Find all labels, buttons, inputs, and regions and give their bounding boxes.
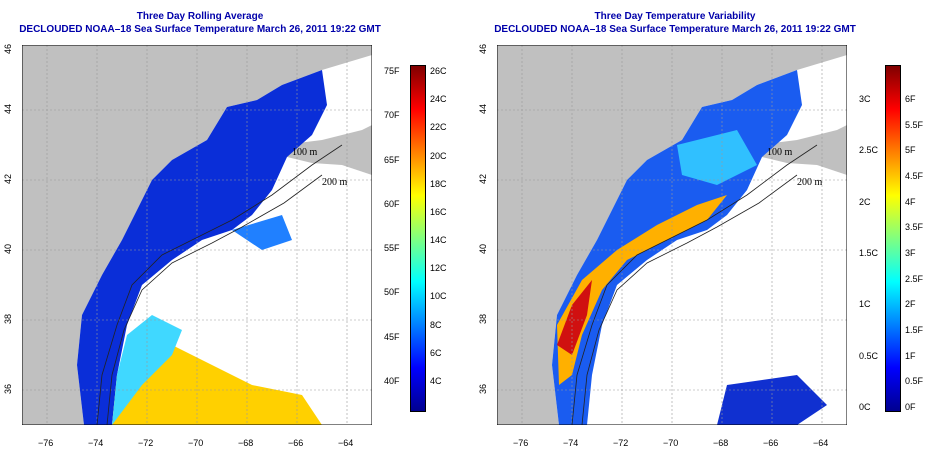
colorbar-tick-label: 6F (905, 94, 916, 104)
lon-tick: −66 (288, 438, 304, 448)
panel-subtitle: DECLOUDED NOAA–18 Sea Surface Temperatur… (494, 24, 856, 35)
land-mass (22, 45, 372, 425)
colorbar-tick-label: 65F (384, 154, 400, 165)
colorbar-tick-label: 22C (430, 122, 447, 133)
colorbar-tick-label: 5.5F (905, 119, 924, 130)
colorbar-tick-label: 1F (905, 350, 916, 361)
warm-gulf-region (112, 345, 322, 425)
high-variability-band (557, 195, 727, 385)
colorbar-tick-label: 20C (430, 150, 447, 161)
colorbar-tick-label: 0F (905, 402, 916, 412)
colorbar-tick-label: 40F (384, 376, 400, 386)
contour-label-100m: 100 m (292, 147, 318, 158)
lon-tick: −72 (138, 438, 154, 448)
contour-label-200m: 200 m (322, 177, 348, 188)
lat-tick: 38 (478, 313, 489, 325)
lon-tick: −68 (238, 438, 254, 448)
lon-tick: −68 (713, 438, 729, 448)
land-mass (497, 45, 847, 425)
nova-scotia (757, 125, 847, 175)
lon-tick: −76 (38, 438, 54, 448)
offshore-patch (717, 375, 827, 425)
lon-tick: −70 (663, 438, 679, 448)
lon-tick: −64 (338, 438, 354, 448)
nova-scotia (282, 125, 372, 175)
colorbar-tick-label: 16C (430, 206, 447, 217)
lon-tick: −64 (813, 438, 829, 448)
colorbar-tick-label: 45F (384, 331, 400, 342)
panel-subtitle: DECLOUDED NOAA–18 Sea Surface Temperatur… (19, 24, 381, 35)
colorbar-tick-label: 12C (430, 263, 447, 274)
lon-tick: −72 (613, 438, 629, 448)
lat-tick: 40 (3, 243, 14, 255)
colorbar-tick-label: 0.5F (905, 376, 924, 387)
lon-tick: −76 (513, 438, 529, 448)
colorbar-tick-label: 75F (384, 66, 400, 76)
colorbar-tick-label: 2.5C (859, 145, 879, 156)
colorbar-tick-label: 4.5F (905, 171, 924, 181)
colorbar-tick-label: 8C (430, 319, 442, 330)
sst-average-panel: Three Day Rolling Average DECLOUDED NOAA… (3, 11, 447, 448)
panel-title: Three Day Temperature Variability (594, 11, 756, 22)
slope-water-patch (232, 215, 292, 250)
lat-tick: 40 (478, 243, 489, 255)
lat-tick: 44 (3, 103, 14, 115)
contour-label-200m: 200 m (797, 177, 823, 188)
panel-title: Three Day Rolling Average (136, 11, 264, 22)
colorbar-tick-label: 2.5F (905, 273, 924, 284)
colorbar-tick-label: 10C (430, 291, 447, 302)
colorbar-tick-label: 3F (905, 248, 916, 258)
colorbar-tick-label: 26C (430, 66, 447, 76)
lat-tick: 44 (478, 103, 489, 115)
sst-variability-panel: Three Day Temperature Variability DECLOU… (475, 0, 950, 475)
lat-tick: 36 (3, 383, 14, 395)
colorbar (885, 65, 901, 412)
colorbar-tick-label: 50F (384, 287, 400, 298)
colorbar-tick-label: 2C (859, 196, 871, 207)
lat-tick: 36 (478, 383, 489, 395)
lat-tick: 38 (3, 313, 14, 325)
peak-variability-band (557, 280, 592, 355)
colorbar-tick-label: 3C (859, 94, 871, 104)
sst-average-map: 100 m 200 m (22, 45, 372, 425)
lon-tick: −70 (188, 438, 204, 448)
lat-tick: 46 (478, 43, 489, 55)
colorbar-tick-label: 1.5C (859, 248, 879, 258)
colorbar-tick-label: 3.5F (905, 222, 924, 233)
colorbar-tick-label: 6C (430, 347, 442, 358)
colorbar-tick-label: 4C (430, 376, 442, 386)
colorbar-tick-label: 55F (384, 243, 400, 254)
lat-tick: 42 (3, 173, 14, 185)
colorbar-tick-label: 14C (430, 235, 447, 246)
lat-tick: 42 (478, 173, 489, 185)
cold-water-region (77, 70, 327, 425)
colorbar-tick-label: 18C (430, 178, 447, 189)
colorbar-tick-label: 1.5F (905, 325, 924, 335)
lon-tick: −74 (563, 438, 579, 448)
contour-label-100m: 100 m (767, 147, 793, 158)
lat-tick: 46 (3, 43, 14, 55)
colorbar-tick-label: 5F (905, 145, 916, 156)
colorbar-tick-label: 2F (905, 299, 916, 310)
sst-variability-map: 100 m 200 m (497, 45, 847, 425)
moderate-variability-region (677, 130, 757, 185)
colorbar-tick-label: 24C (430, 94, 447, 105)
colorbar-tick-label: 60F (384, 198, 400, 209)
lon-tick: −74 (88, 438, 104, 448)
lon-tick: −66 (763, 438, 779, 448)
colorbar (410, 65, 426, 412)
colorbar-tick-label: 0.5C (859, 350, 879, 361)
colorbar-tick-label: 70F (384, 110, 400, 121)
colorbar-tick-label: 4F (905, 196, 916, 207)
colorbar-tick-label: 0C (859, 402, 871, 412)
colorbar-tick-label: 1C (859, 299, 871, 310)
